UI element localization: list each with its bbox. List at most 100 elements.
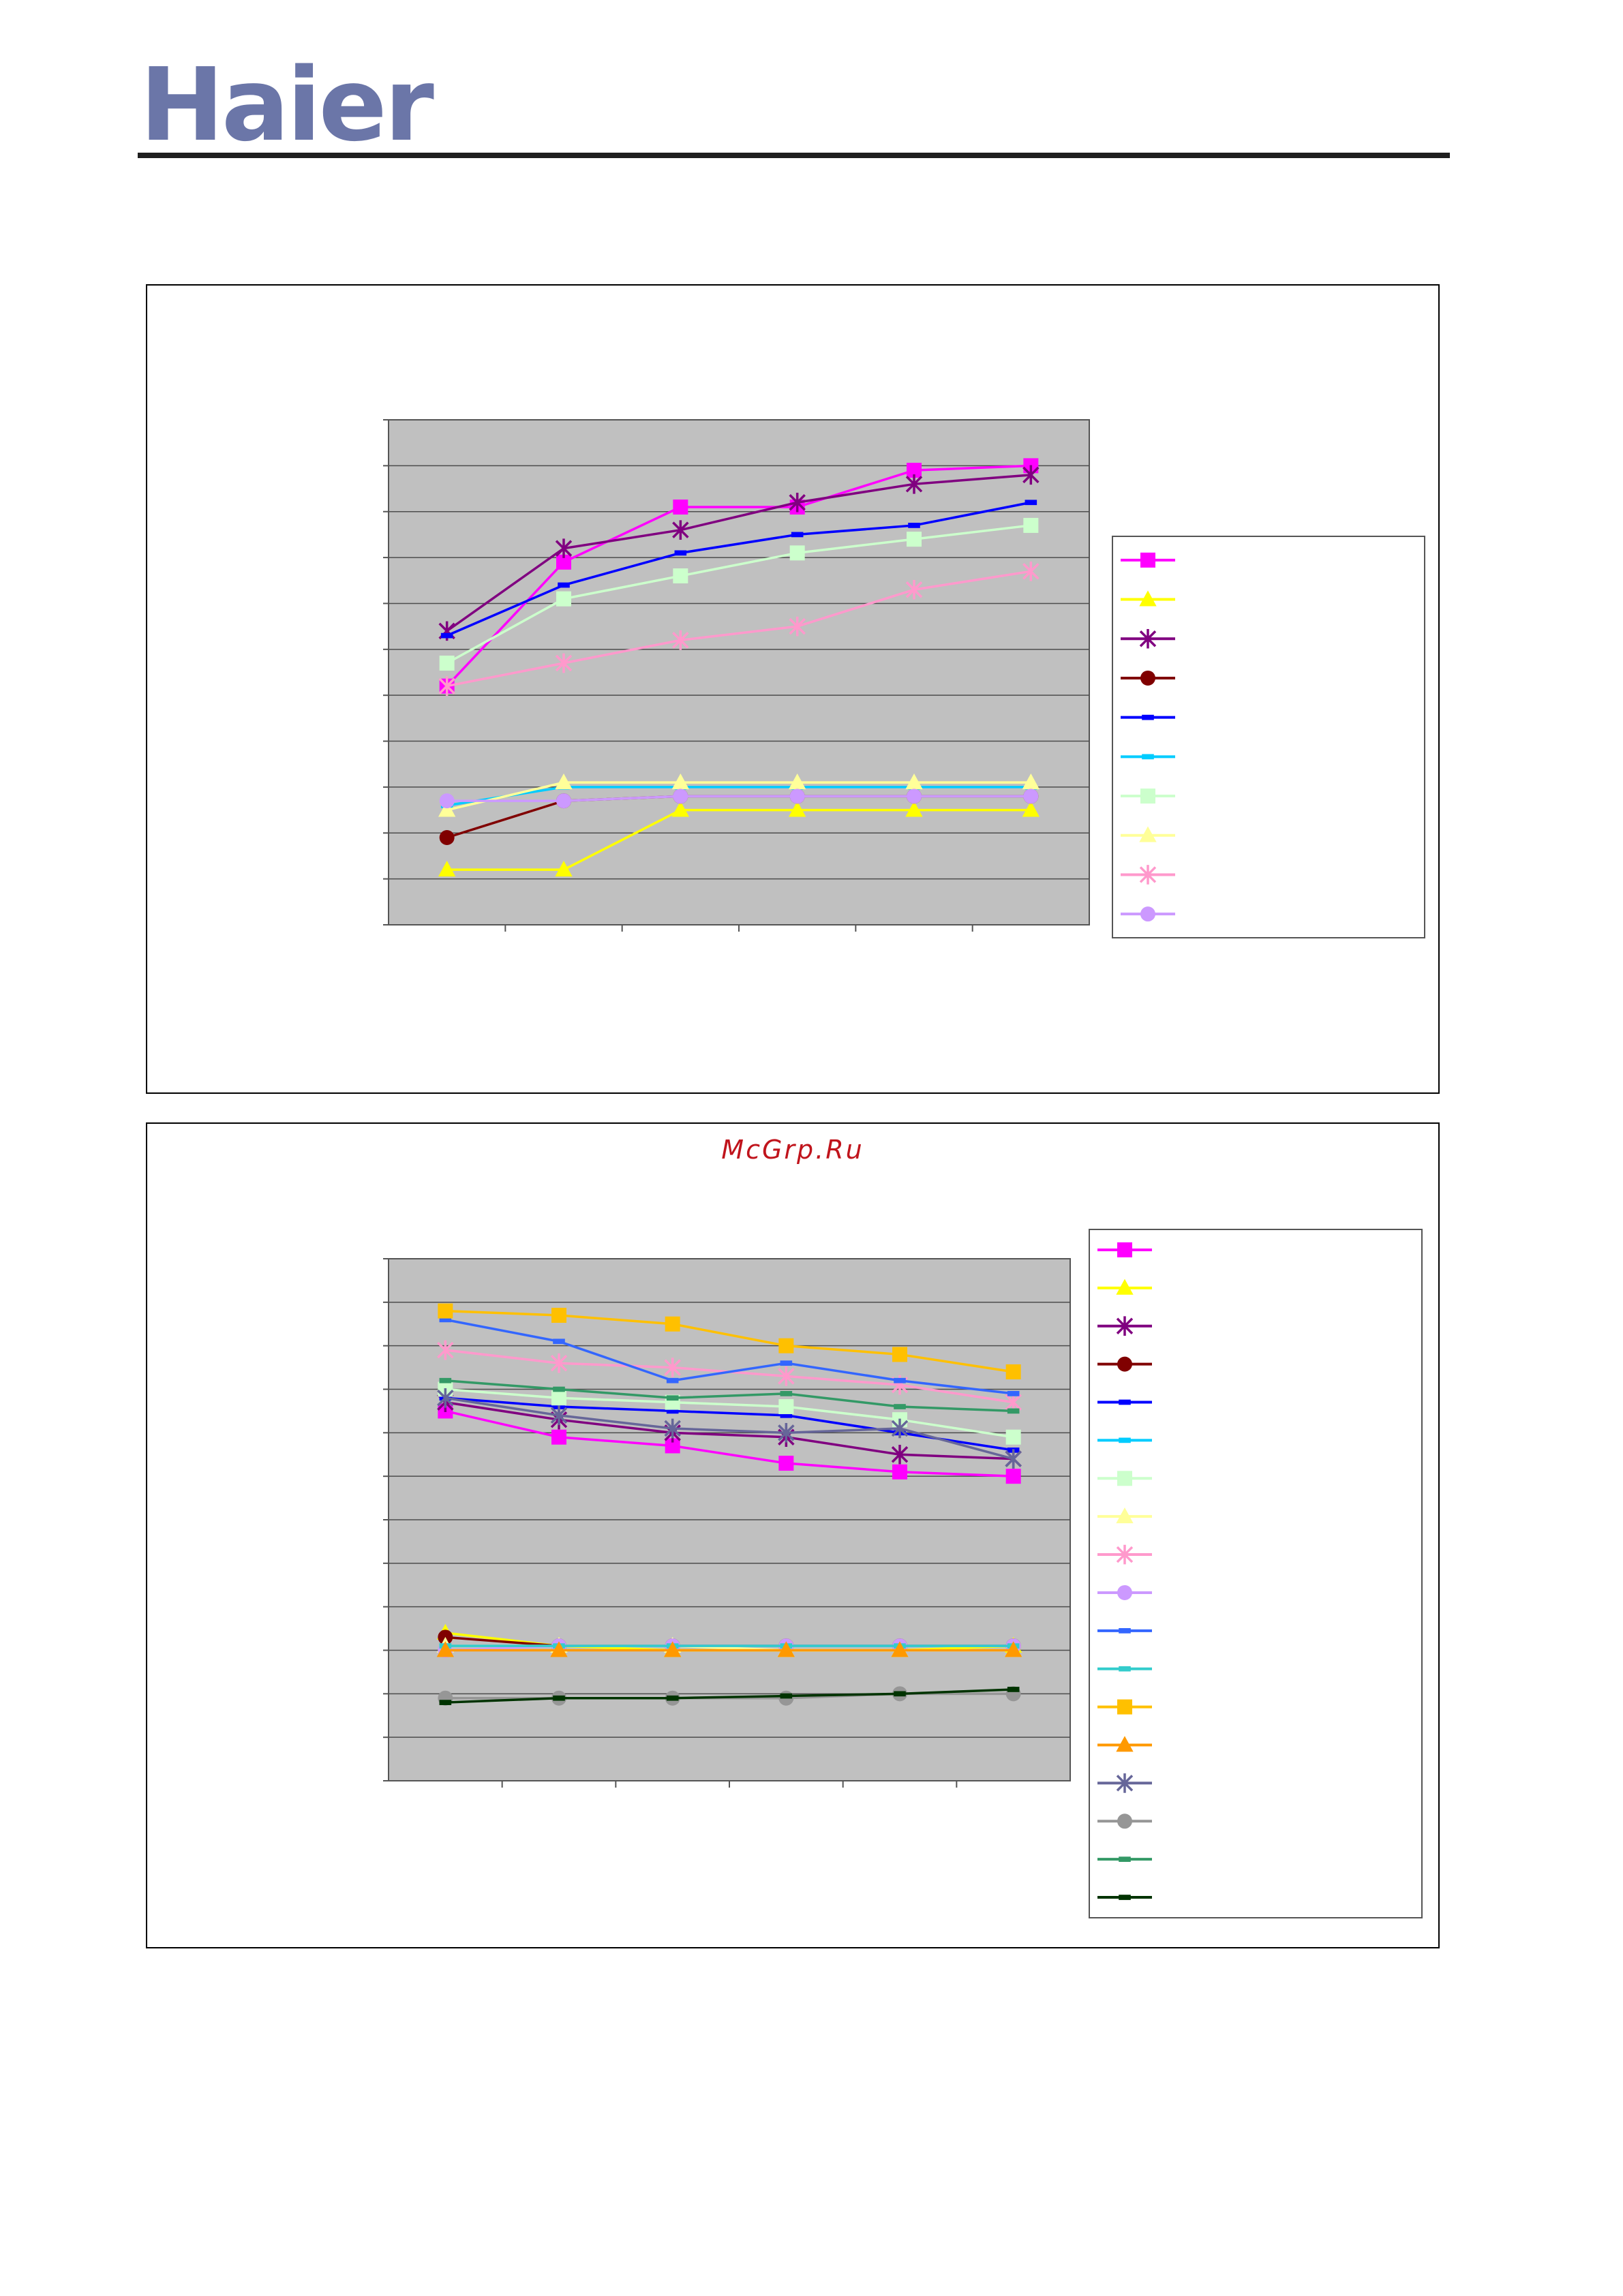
chart-2-series-5-line xyxy=(445,1396,1014,1452)
chart-2-series-7-point xyxy=(778,1399,794,1415)
chart-1-series-10-point xyxy=(556,793,571,809)
chart-1-series-5-point xyxy=(908,523,920,528)
chart-2-series-13-line xyxy=(445,1309,1014,1373)
chart-2-legend-entry-2 xyxy=(1097,1279,1152,1295)
chart-2-legend-marker xyxy=(1117,1242,1132,1257)
chart-1-series-5-point xyxy=(558,582,570,588)
chart-2-series-13 xyxy=(438,1303,1021,1379)
chart-2-legend-entry-16 xyxy=(1097,1813,1152,1829)
chart-2-series-7-point xyxy=(551,1390,566,1406)
chart-2-series-17-point xyxy=(1007,1408,1020,1414)
header-rule xyxy=(138,153,1450,158)
chart-1-series-3-line xyxy=(446,474,1031,632)
chart-2-series-9-point xyxy=(550,1353,568,1373)
chart-1-legend-entry-7 xyxy=(1121,789,1175,804)
chart-1-series-9-point xyxy=(1022,562,1040,581)
chart-1-series-8-point xyxy=(555,773,573,790)
chart-2-series-14-point xyxy=(777,1641,795,1657)
chart-1-series-2-point xyxy=(1022,801,1040,817)
chart-1-series-9-point xyxy=(555,653,573,673)
chart-1-series-9 xyxy=(438,562,1040,697)
chart-1-series-7-point xyxy=(673,568,688,584)
chart-2-legend-marker xyxy=(1116,1736,1134,1752)
chart-2-series-15-line xyxy=(445,1396,1014,1460)
chart-2-series-13-point xyxy=(1005,1364,1021,1379)
chart-1-series-5-point xyxy=(440,632,453,639)
chart-1-series-2-point xyxy=(438,860,456,877)
chart-1-legend-marker xyxy=(1139,628,1157,649)
chart-2-series-13-point xyxy=(665,1316,680,1332)
chart-1-legend-marker xyxy=(1139,826,1157,842)
chart-2-legend-entry-13 xyxy=(1097,1699,1152,1715)
chart-2-frame: McGrp.Ru xyxy=(146,1122,1440,1948)
chart-2-legend-marker xyxy=(1116,1773,1134,1793)
chart-2-series-18-point xyxy=(439,1700,452,1705)
chart-2-series-9-point xyxy=(778,1366,795,1386)
chart-2-series-11-point xyxy=(439,1317,452,1323)
watermark-text: McGrp.Ru xyxy=(721,1135,864,1165)
chart-2-series-15-point xyxy=(664,1418,681,1439)
chart-1-legend-marker xyxy=(1139,590,1157,607)
chart-1-series-1-point xyxy=(907,463,922,478)
chart-2-legend-entry-7 xyxy=(1097,1471,1152,1486)
chart-2-series-1-point xyxy=(665,1438,680,1454)
chart-1-series-5-point xyxy=(1025,500,1037,506)
chart-2-series-18-line xyxy=(445,1688,1014,1704)
chart-2-series-17-point xyxy=(553,1386,565,1392)
chart-1-series-2-point xyxy=(905,801,923,817)
chart-2-series-17-point xyxy=(894,1404,906,1409)
chart-1-series-7-point xyxy=(556,591,571,607)
chart-2-series-1-point xyxy=(892,1464,907,1480)
chart-1-legend-marker xyxy=(1140,552,1155,568)
chart-1-plot-area xyxy=(388,419,1090,925)
chart-2-legend-entry-10 xyxy=(1097,1585,1152,1600)
chart-2-series-3-line xyxy=(445,1400,1014,1460)
chart-2-series-5-point xyxy=(780,1412,793,1418)
chart-2-legend-entry-17 xyxy=(1097,1856,1152,1863)
chart-1-series-5-point xyxy=(674,550,687,556)
chart-2-series-14-point xyxy=(550,1641,568,1657)
chart-2-series-18-point xyxy=(1007,1687,1020,1692)
chart-1-series-2 xyxy=(438,801,1040,877)
chart-1-series-8-point xyxy=(1022,773,1040,790)
chart-2-legend-entry-4 xyxy=(1097,1356,1152,1372)
chart-2-series-15-point xyxy=(437,1388,454,1408)
chart-2-series-14-point xyxy=(436,1641,454,1657)
chart-2-series-18-point xyxy=(780,1693,793,1699)
chart-1-legend-entry-10 xyxy=(1121,906,1175,922)
chart-1-series-5-point xyxy=(791,532,804,538)
chart-1-legend-entry-9 xyxy=(1121,865,1175,885)
chart-2-legend-marker xyxy=(1116,1544,1134,1565)
chart-1-series-7-point xyxy=(1023,517,1039,533)
chart-2-series-11-line xyxy=(445,1318,1014,1395)
haier-logo: Haier xyxy=(140,46,434,164)
chart-2-series-14 xyxy=(436,1641,1022,1657)
chart-2-series-14-point xyxy=(664,1641,682,1657)
chart-2-legend-entry-9 xyxy=(1097,1544,1152,1565)
chart-2-series-1-line xyxy=(444,1409,1014,1478)
chart-1-series-3-point xyxy=(905,474,923,494)
chart-2-legend-entry-11 xyxy=(1097,1627,1152,1634)
chart-2-series-1-point xyxy=(1005,1469,1021,1484)
chart-1-series-9-point xyxy=(438,676,455,697)
chart-2-series-11-point xyxy=(553,1338,565,1345)
chart-2-series-17 xyxy=(439,1377,1020,1414)
chart-1-series-3-point xyxy=(672,520,689,540)
chart-1-legend-entry-1 xyxy=(1121,552,1175,568)
chart-1-legend-marker xyxy=(1140,670,1155,686)
chart-2-series-15-point xyxy=(891,1418,909,1439)
chart-1-legend-entry-6 xyxy=(1121,754,1175,760)
chart-2-legend-entry-12 xyxy=(1097,1666,1152,1672)
chart-2-legend-entry-14 xyxy=(1097,1736,1152,1752)
chart-2-legend-marker xyxy=(1119,1627,1131,1634)
chart-2-series-5-point xyxy=(666,1408,679,1414)
chart-2-series-18 xyxy=(439,1687,1020,1705)
chart-2-series-7-point xyxy=(1005,1429,1021,1445)
chart-1-series-2-point xyxy=(671,801,689,817)
chart-2-series-3-point xyxy=(891,1444,909,1465)
chart-2-legend-entry-8 xyxy=(1097,1507,1152,1524)
chart-1-series-8-point xyxy=(905,773,923,790)
chart-1-series-7-line xyxy=(446,524,1031,664)
chart-2-series-17-point xyxy=(780,1391,793,1396)
chart-1-series-10 xyxy=(439,789,1039,809)
